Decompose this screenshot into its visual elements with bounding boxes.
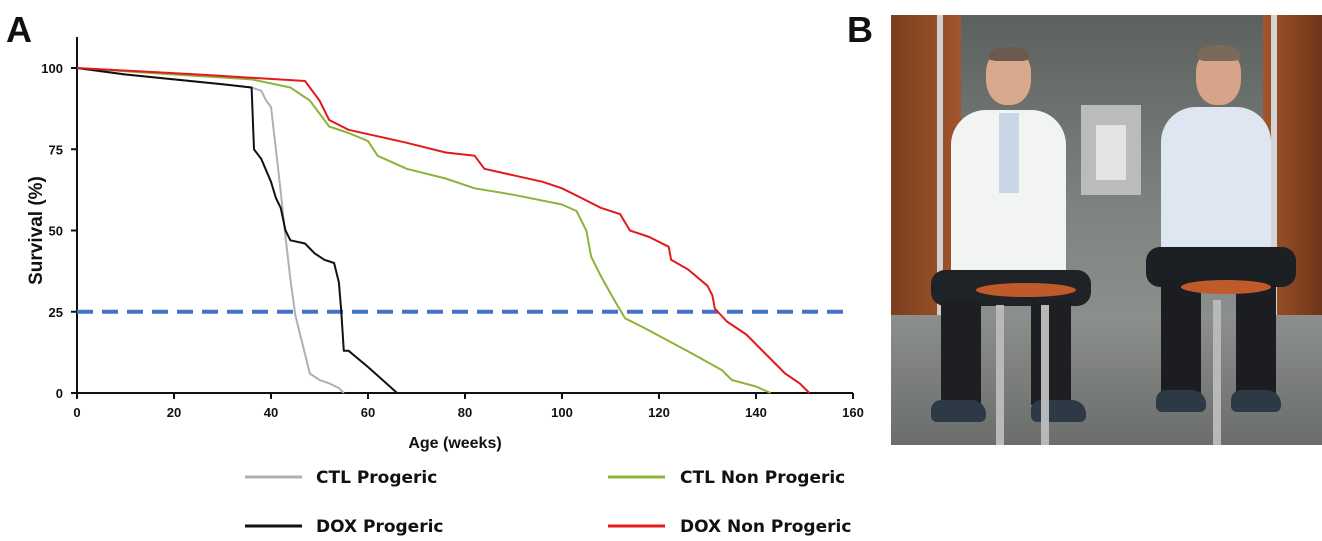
series-line-ctl-non-progeric	[76, 67, 772, 394]
x-tick-label: 80	[458, 405, 472, 420]
y-axis-title: Survival (%)	[26, 176, 47, 285]
series-layer	[76, 67, 811, 394]
photo-two-men-sitting-in-corridor	[891, 15, 1322, 445]
chart-legend: CTL Progeric CTL Non Progeric DOX Progeric…	[245, 468, 851, 537]
y-tick-label: 25	[49, 305, 63, 320]
chart-axes: 0 20 40 60 80 100 120 140 160 0 25 50 75 100 Age (week…	[26, 37, 864, 452]
y-tick-label: 100	[41, 61, 63, 76]
x-tick-label: 100	[551, 405, 573, 420]
panel-b-label: B	[847, 9, 873, 50]
x-tick-label: 140	[745, 405, 767, 420]
series-line-dox-non-progeric	[76, 67, 811, 394]
series-line-dox-progeric	[76, 67, 398, 394]
x-tick-label: 120	[648, 405, 670, 420]
panel-a-label: A	[6, 9, 32, 50]
legend-label-ctl-non-progeric: CTL Non Progeric	[680, 468, 845, 488]
legend-label-dox-progeric: DOX Progeric	[316, 517, 444, 537]
y-tick-label: 75	[49, 142, 63, 157]
x-tick-label: 60	[361, 405, 375, 420]
legend-label-ctl-progeric: CTL Progeric	[316, 468, 437, 488]
x-tick-label: 20	[167, 405, 181, 420]
x-tick-label: 40	[264, 405, 278, 420]
y-tick-label: 50	[49, 224, 63, 239]
x-tick-label: 160	[842, 405, 864, 420]
x-tick-label: 0	[73, 405, 80, 420]
legend-label-dox-non-progeric: DOX Non Progeric	[680, 517, 851, 537]
series-line-ctl-progeric	[76, 67, 345, 394]
x-axis-title: Age (weeks)	[408, 435, 501, 452]
survival-chart: 0 20 40 60 80 100 120 140 160 0 25 50 75 100 Age (week…	[26, 37, 864, 537]
y-tick-label: 0	[56, 386, 63, 401]
